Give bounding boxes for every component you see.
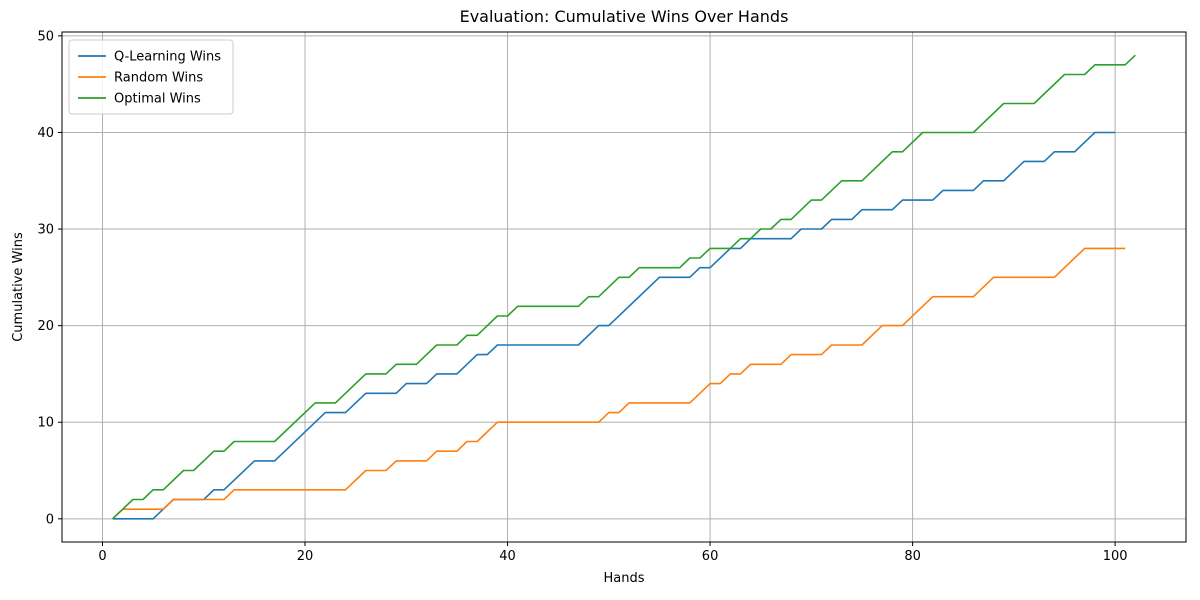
legend: Q-Learning Wins Random Wins Optimal Wins [68, 39, 234, 115]
x-tick-label: 20 [297, 549, 314, 564]
y-axis-title: Cumulative Wins [11, 232, 26, 342]
legend-box [68, 39, 234, 115]
y-tick-label: 40 [37, 126, 54, 141]
y-tick-label: 30 [37, 223, 54, 238]
y-tick-label: 0 [46, 512, 54, 527]
series-line-q-learning-wins [112, 131, 1116, 520]
y-tick-label: 50 [37, 29, 54, 44]
x-axis-title: Hands [603, 571, 644, 586]
legend-label-random-wins: Random Wins [114, 71, 203, 86]
x-tick-label: 40 [499, 549, 516, 564]
chart-title: Evaluation: Cumulative Wins Over Hands [460, 7, 789, 26]
axis-ticks: 0 20 40 60 80 100 0 10 20 30 40 50 [37, 29, 1127, 564]
grid [62, 32, 1186, 542]
plot-frame [61, 31, 1187, 543]
series-lines [112, 54, 1136, 520]
x-tick-label: 0 [98, 549, 106, 564]
legend-label-q-learning-wins: Q-Learning Wins [114, 50, 221, 65]
x-tick-label: 80 [904, 549, 921, 564]
y-tick-label: 20 [37, 319, 54, 334]
x-tick-label: 100 [1103, 549, 1128, 564]
x-tick-label: 60 [702, 549, 719, 564]
series-line-optimal-wins [112, 54, 1136, 520]
y-tick-label: 10 [37, 416, 54, 431]
legend-label-optimal-wins: Optimal Wins [114, 92, 201, 107]
series-line-random-wins [112, 247, 1126, 520]
